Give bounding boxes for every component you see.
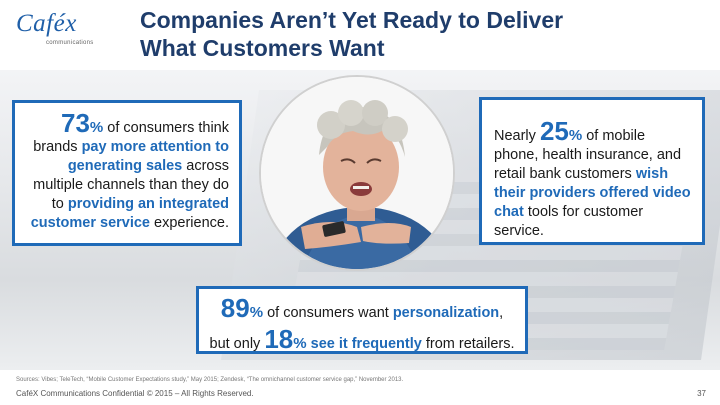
confidential-footer: CaféX Communications Confidential © 2015… — [16, 389, 254, 398]
stat-bottom-pct2: % — [293, 335, 307, 352]
stat-left-number: 73 — [61, 108, 90, 138]
stat-bottom-line2: but only 18% see it frequently from reta… — [207, 326, 517, 357]
stat-box-bottom: 89% of consumers want personalization, b… — [196, 286, 528, 354]
frustrated-woman-photo — [259, 75, 455, 271]
stat-bottom-text2: , — [499, 305, 504, 321]
slide-title-line1: Companies Aren’t Yet Ready to Deliver — [140, 7, 564, 33]
slide-title-line2: What Customers Want — [140, 35, 385, 61]
stat-right-pct: % — [568, 127, 583, 144]
stat-bottom-highlight1: personalization — [392, 305, 500, 321]
stat-left-highlight2: providing an integrated customer service — [30, 196, 229, 231]
stat-right-text1: Nearly — [494, 128, 540, 144]
stat-right-highlight1: wish their providers offered video chat — [494, 166, 691, 220]
logo-subtitle: communications — [46, 40, 94, 46]
photo-illustration — [261, 77, 453, 269]
stat-bottom-number1: 89 — [220, 293, 250, 323]
logo-text: Caféx — [16, 10, 77, 37]
stat-left-text1: of consumers think brands — [33, 120, 229, 155]
stat-box-right: Nearly 25% of mobile phone, health insur… — [479, 97, 705, 245]
stat-right-text3: tools for customer service. — [494, 204, 644, 239]
stat-bottom-highlight2: see it frequently — [310, 336, 422, 352]
stat-bottom-pct1: % — [249, 304, 264, 321]
stat-bottom-text3: but only — [209, 336, 265, 352]
stat-left-highlight1: pay more attention to generating sales — [67, 139, 229, 174]
cafex-logo: Caféx communications — [16, 10, 116, 50]
stat-bottom-text4: from retailers. — [421, 336, 515, 352]
stat-left-text2: across multiple channels than they do to — [33, 158, 229, 212]
stat-box-left: 73% of consumers think brands pay more a… — [12, 100, 242, 246]
stat-bottom-line1: 89% of consumers want personalization, — [207, 295, 517, 326]
stat-right-text2: of mobile phone, health insurance, and r… — [494, 128, 682, 182]
stat-right-number: 25 — [539, 116, 569, 146]
stat-left-text3: experience. — [150, 215, 229, 231]
stat-left-pct: % — [89, 119, 104, 136]
slide-title: Companies Aren’t Yet Ready to Deliver Wh… — [140, 6, 700, 62]
page-number: 37 — [697, 389, 706, 398]
stat-bottom-text1: of consumers want — [263, 305, 393, 321]
stat-bottom-number2: 18 — [264, 324, 294, 354]
sources-note: Sources: Vibes; TeleTech, “Mobile Custom… — [16, 377, 404, 383]
